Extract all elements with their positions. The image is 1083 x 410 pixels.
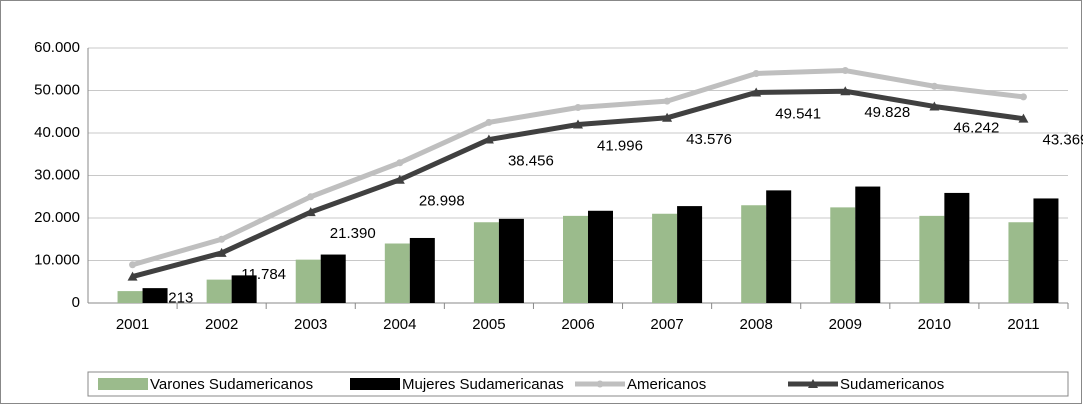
bar	[677, 206, 703, 303]
bar	[473, 222, 499, 303]
bar	[142, 288, 168, 303]
data-label: 21.390	[330, 225, 376, 242]
x-tick-label: 2003	[294, 316, 327, 333]
marker	[216, 247, 227, 257]
legend-label: Sudamericanos	[840, 376, 944, 393]
x-tick-label: 2008	[739, 316, 772, 333]
marker	[218, 235, 226, 243]
marker	[483, 134, 494, 144]
data-label: 43.369	[1043, 132, 1083, 149]
x-tick-label: 2001	[116, 316, 149, 333]
bar	[1033, 198, 1059, 303]
y-tick-label: 30.000	[34, 166, 80, 183]
marker	[751, 87, 762, 97]
y-tick-label: 10.000	[34, 251, 80, 268]
marker	[1019, 93, 1027, 101]
bar	[944, 192, 970, 303]
marker	[485, 118, 493, 126]
legend-label: Varones Sudamericanos	[150, 376, 313, 393]
marker	[573, 119, 583, 129]
marker	[929, 101, 940, 111]
bar	[320, 254, 346, 303]
marker	[307, 193, 315, 201]
bar	[409, 237, 435, 303]
bar	[766, 190, 792, 303]
bar	[652, 213, 678, 303]
bar	[231, 275, 257, 303]
data-label: 41.996	[597, 137, 643, 154]
legend-swatch	[98, 378, 148, 390]
x-tick-label: 2010	[918, 316, 951, 333]
marker	[574, 104, 582, 111]
legend-label: Mujeres Sudamericanas	[402, 376, 564, 393]
legend-label: Americanos	[627, 376, 706, 393]
legend-marker	[808, 379, 818, 388]
marker	[129, 261, 137, 269]
data-label: 28.998	[419, 193, 465, 210]
bar	[384, 243, 410, 303]
marker	[396, 159, 404, 167]
y-tick-label: 40.000	[34, 124, 80, 141]
bar	[588, 210, 613, 303]
marker	[394, 174, 405, 184]
marker	[127, 271, 138, 281]
marker	[930, 82, 938, 90]
x-tick-label: 2002	[205, 316, 238, 333]
x-tick-label: 2011	[1007, 316, 1039, 333]
bar	[741, 205, 767, 303]
bar	[1008, 222, 1034, 303]
bar	[295, 259, 321, 303]
legend-marker	[596, 380, 604, 388]
data-label: 38.456	[508, 153, 554, 170]
bar	[830, 207, 856, 303]
data-label: 46.242	[953, 119, 999, 136]
x-tick-label: 2009	[829, 316, 862, 333]
x-tick-label: 2006	[561, 316, 594, 333]
bar	[206, 279, 232, 303]
marker	[840, 86, 851, 96]
bar	[498, 218, 524, 303]
x-tick-label: 2004	[383, 316, 416, 333]
marker	[841, 67, 849, 75]
marker	[662, 112, 673, 122]
data-label: 11.784	[241, 266, 286, 283]
bar	[855, 186, 881, 303]
data-label: 6.213	[156, 290, 194, 307]
marker	[1018, 113, 1029, 123]
data-label: 49.541	[775, 105, 821, 122]
x-tick-label: 2007	[650, 316, 683, 333]
marker	[752, 70, 760, 77]
data-label: 49.828	[864, 104, 910, 121]
marker	[305, 207, 316, 217]
bar	[563, 215, 588, 303]
y-tick-label: 50.000	[34, 81, 80, 98]
bar	[919, 215, 945, 303]
x-tick-label: 2005	[472, 316, 505, 333]
y-tick-label: 60.000	[34, 39, 80, 56]
marker	[663, 97, 671, 105]
legend-swatch	[350, 378, 400, 390]
data-label: 43.576	[686, 131, 732, 148]
y-tick-label: 0	[72, 294, 80, 311]
bar	[117, 291, 143, 303]
y-tick-label: 20.000	[34, 209, 80, 226]
